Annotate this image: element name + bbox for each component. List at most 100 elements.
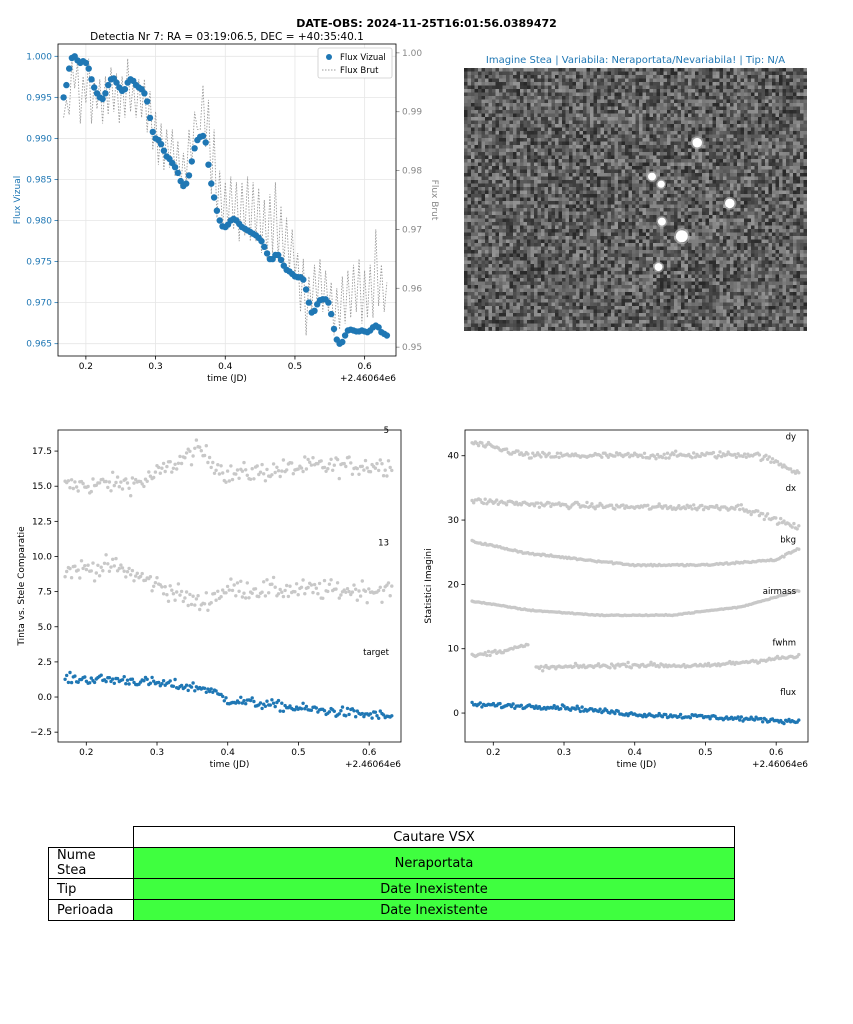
- series-point-5: [301, 469, 305, 474]
- series-point-5: [380, 462, 384, 466]
- series-point-target: [124, 682, 128, 686]
- series-point-dx: [609, 503, 614, 507]
- flux-vizual-point: [160, 147, 168, 154]
- y-tick-label: 15.0: [32, 482, 52, 492]
- series-point-5: [165, 464, 169, 469]
- series-point-5: [219, 464, 223, 468]
- series-point-13: [76, 568, 80, 572]
- y-tick-label: 0.985: [26, 175, 52, 185]
- series-point-target: [322, 709, 327, 713]
- series-point-5: [270, 473, 274, 477]
- flux-vizual-point: [149, 128, 156, 136]
- series-point-5: [296, 467, 300, 471]
- series-point-flux: [782, 721, 786, 726]
- series-point-flux: [575, 704, 579, 708]
- series-label-13: 13: [378, 538, 389, 548]
- series-point-13: [175, 590, 179, 594]
- series-point-13: [170, 588, 174, 592]
- series-point-5: [304, 467, 309, 471]
- series-point-5: [363, 458, 368, 463]
- series-point-flux: [752, 718, 757, 722]
- series-point-target: [258, 701, 263, 705]
- series-point-13: [81, 566, 85, 571]
- series-point-target: [112, 681, 117, 685]
- series-point-5: [66, 479, 71, 483]
- series-point-dy: [718, 450, 722, 454]
- series-point-target: [244, 702, 248, 706]
- series-point-13: [196, 594, 200, 598]
- series-point-target: [161, 679, 166, 683]
- y-right-tick-label: 1.00: [402, 49, 422, 59]
- series-point-13: [296, 593, 300, 597]
- x-offset-label: +2.46064e6: [340, 374, 396, 384]
- series-point-dy: [711, 450, 716, 455]
- series-point-5: [262, 472, 266, 476]
- series-point-target: [352, 709, 356, 713]
- series-point-dy: [690, 456, 694, 460]
- series-point-13: [186, 603, 190, 608]
- series-point-flux: [678, 712, 683, 717]
- x-tick-label: 0.4: [628, 748, 643, 758]
- series-point-5: [145, 479, 149, 483]
- series-point-13: [237, 589, 241, 593]
- series-point-dx: [683, 506, 688, 511]
- series-point-dy: [765, 457, 770, 461]
- series-point-dx: [795, 527, 799, 531]
- series-point-dy: [793, 471, 798, 475]
- flux-vizual-point: [88, 76, 95, 83]
- series-point-13: [96, 563, 100, 567]
- series-point-5: [308, 460, 312, 464]
- series-point-dy: [716, 454, 721, 458]
- series-point-13: [138, 574, 143, 579]
- series-point-5: [342, 461, 346, 466]
- axes-frame: [464, 429, 809, 743]
- series-point-5: [109, 489, 113, 493]
- series-point-13: [79, 559, 84, 563]
- series-point-flux: [573, 707, 578, 711]
- series-point-flux: [688, 716, 693, 720]
- series-point-13: [171, 592, 176, 596]
- series-point-5: [112, 483, 117, 488]
- series-point-13: [230, 588, 235, 593]
- series-point-5: [224, 480, 228, 484]
- series-point-fwhm: [682, 662, 686, 667]
- series-point-5: [115, 475, 120, 479]
- series-point-13: [117, 566, 122, 571]
- series-point-5: [161, 461, 166, 466]
- series-point-13: [119, 563, 123, 567]
- flux-vizual-point: [302, 286, 310, 293]
- noise-field: [464, 68, 807, 331]
- series-point-dx: [701, 507, 706, 512]
- series-point-5: [81, 481, 85, 486]
- series-point-flux: [511, 702, 515, 706]
- y-tick-label: 0.0: [38, 693, 53, 703]
- series-point-5: [360, 464, 364, 468]
- series-point-5: [134, 477, 138, 482]
- series-point-5: [331, 468, 335, 472]
- series-point-13: [303, 592, 307, 596]
- series-point-5: [104, 479, 108, 484]
- series-point-5: [248, 477, 253, 481]
- series-point-fwhm: [485, 653, 489, 658]
- series-point-13: [350, 590, 355, 594]
- series-point-5: [188, 449, 192, 453]
- series-point-dy: [693, 455, 698, 459]
- flux-vizual-point: [339, 338, 346, 346]
- series-point-5: [311, 456, 315, 460]
- flux-vizual-point: [91, 84, 98, 91]
- series-point-13: [111, 557, 115, 561]
- x-offset-label: +2.46064e6: [345, 760, 401, 770]
- series-point-target: [250, 696, 254, 700]
- series-point-5: [260, 462, 264, 467]
- series-point-5: [303, 455, 307, 459]
- series-point-target: [69, 680, 74, 685]
- series-point-target: [271, 701, 276, 705]
- series-point-13: [106, 562, 110, 566]
- series-point-13: [224, 591, 228, 595]
- series-point-5: [263, 479, 268, 483]
- series-point-target: [173, 677, 177, 682]
- star: [725, 198, 735, 209]
- series-point-fwhm: [649, 660, 653, 664]
- series-point-13: [188, 592, 192, 597]
- series-point-13: [245, 581, 249, 585]
